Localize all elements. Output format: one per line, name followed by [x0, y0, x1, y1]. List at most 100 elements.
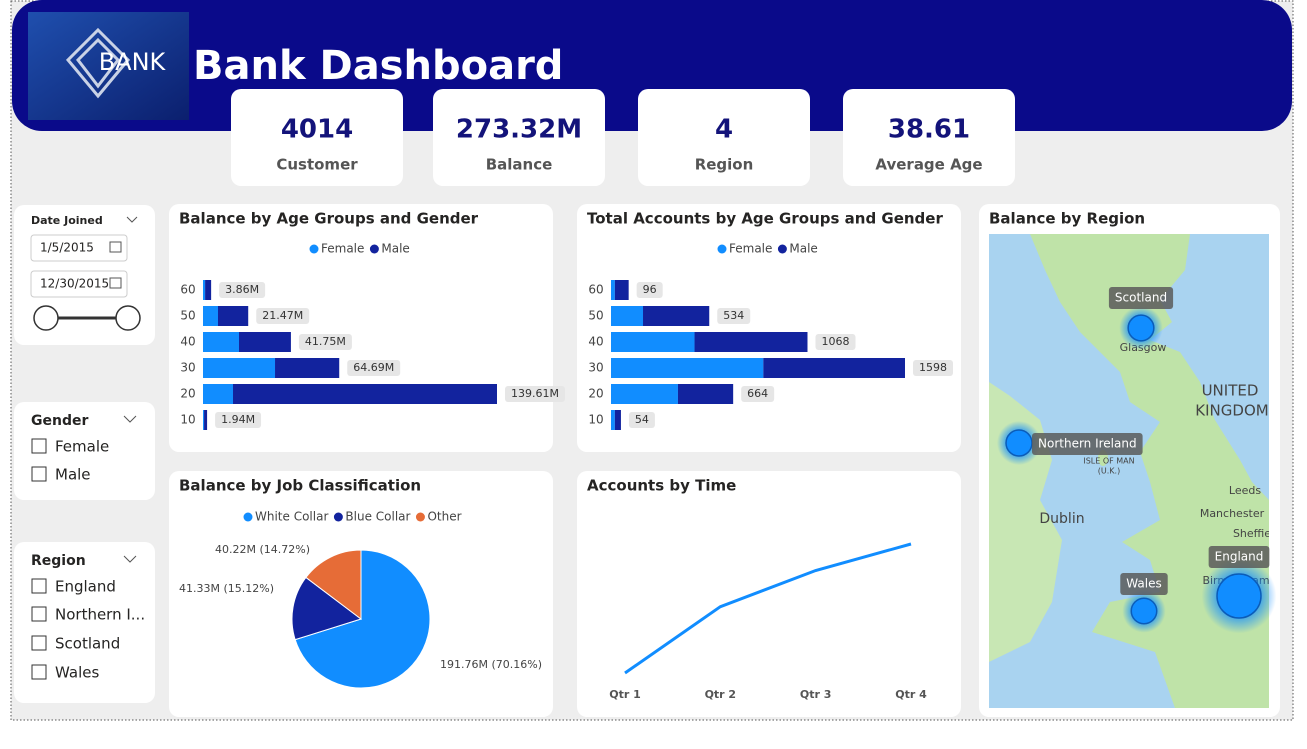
slicer-option: Wales — [55, 664, 99, 682]
bubble — [1005, 429, 1033, 457]
checkbox[interactable] — [31, 438, 47, 454]
data-label: 41.75M — [305, 335, 346, 348]
legend-label: Female — [321, 242, 364, 256]
data-label-box — [505, 386, 565, 402]
bar-segment — [611, 306, 644, 326]
checkbox[interactable] — [31, 635, 47, 651]
kpi-label: Customer — [276, 156, 358, 174]
data-label: 21.47M — [262, 309, 303, 322]
kpi-label: Region — [695, 156, 754, 174]
region-tag — [1208, 546, 1270, 568]
kpi-card — [638, 89, 810, 186]
data-label-box — [815, 334, 856, 350]
data-label: 139.61M — [511, 387, 559, 400]
checkbox[interactable] — [31, 664, 47, 680]
region-tag — [1120, 573, 1168, 595]
data-label: 1068 — [821, 335, 849, 348]
y-tick-label: 40 — [180, 335, 195, 349]
slider-handle[interactable] — [115, 305, 141, 331]
logo-text: BANK — [99, 48, 167, 76]
slicer-option: Northern I... — [55, 606, 145, 624]
slicer-title: Gender — [31, 413, 88, 429]
bar-segment — [233, 384, 497, 404]
calendar-icon[interactable] — [109, 241, 122, 253]
data-label: 40.22M (14.72%) — [215, 543, 310, 556]
bar-segment — [611, 332, 695, 352]
slider-handle[interactable] — [33, 305, 59, 331]
pie-slice — [305, 549, 362, 621]
legend-marker — [333, 512, 343, 522]
place-label: UNITED — [1202, 382, 1259, 400]
legend-marker — [243, 512, 253, 522]
bar-segment — [217, 306, 249, 326]
date-slicer[interactable]: Date Joined 1/5/2015 12/30/2015 — [14, 205, 155, 345]
kpi-value: 4014 — [281, 115, 353, 145]
kpi-card — [231, 89, 403, 186]
bar-segment — [611, 358, 764, 378]
dashboard-title: Bank Dashboard — [193, 43, 563, 89]
gender-slicer: Gender Female Male — [14, 402, 155, 500]
date-input[interactable] — [30, 234, 128, 262]
slicer-option: Male — [55, 466, 91, 484]
bar-segment — [614, 280, 629, 300]
kpi-label: Average Age — [875, 156, 982, 174]
data-label: 3.86M — [225, 283, 259, 296]
kpi-label: Balance — [486, 156, 553, 174]
y-tick-label: 20 — [588, 387, 603, 401]
region-tag — [1032, 433, 1143, 455]
line — [624, 542, 912, 675]
bubble — [1130, 597, 1158, 625]
region-label: Wales — [1126, 577, 1161, 591]
bar-segment — [611, 410, 615, 430]
place-label: ISLE OF MAN — [1083, 457, 1134, 466]
bar-segment — [203, 410, 205, 430]
data-label: 64.69M — [353, 361, 394, 374]
bar-segment — [677, 384, 734, 404]
chart-title: Balance by Region — [989, 210, 1145, 228]
y-tick-label: 50 — [180, 309, 195, 323]
date-input[interactable] — [30, 270, 128, 298]
kpi-value: 273.32M — [456, 115, 582, 145]
data-label-box — [741, 386, 775, 402]
checkbox[interactable] — [31, 466, 47, 482]
chart-title: Total Accounts by Age Groups and Gender — [587, 210, 943, 228]
data-label-box — [636, 282, 663, 298]
kpi-card — [433, 89, 605, 186]
data-label: 1598 — [919, 361, 947, 374]
y-tick-label: 30 — [588, 361, 603, 375]
bar-segment — [611, 280, 615, 300]
bar-segment — [203, 358, 276, 378]
legend-label: Male — [789, 242, 817, 256]
date-end: 12/30/2015 — [40, 277, 109, 291]
slicer-panel — [14, 402, 155, 500]
legend-label: Blue Collar — [345, 510, 410, 524]
y-tick-label: 30 — [180, 361, 195, 375]
x-tick-label: Qtr 1 — [609, 688, 641, 701]
calendar-icon[interactable] — [109, 277, 122, 289]
checkbox[interactable] — [31, 606, 47, 622]
region-slicer: Region England Northern I... Scotland Wa… — [14, 542, 155, 703]
bar-segment — [203, 280, 206, 300]
logo-mark — [65, 27, 131, 99]
data-label-box — [215, 412, 262, 428]
bar-segment — [205, 280, 212, 300]
checkbox[interactable] — [31, 578, 47, 594]
chevron[interactable] — [126, 216, 138, 223]
chevron[interactable] — [123, 555, 137, 563]
kpi-card — [843, 89, 1015, 186]
place-label: Sheffie — [1233, 527, 1271, 540]
y-tick-label: 20 — [180, 387, 195, 401]
kpi-value: 38.61 — [888, 115, 970, 145]
data-label-box — [913, 360, 953, 376]
bubble — [1127, 314, 1155, 342]
chevron[interactable] — [123, 415, 137, 423]
legend-label: White Collar — [255, 510, 328, 524]
bar-segment — [204, 410, 208, 430]
data-label-box — [347, 360, 401, 376]
bar-segment — [239, 332, 291, 352]
legend-label: Female — [729, 242, 772, 256]
legend-marker — [369, 244, 379, 254]
data-label: 534 — [723, 309, 744, 322]
kpi-cards: 4014 Customer 273.32M Balance 4 Region 3… — [231, 89, 1015, 186]
